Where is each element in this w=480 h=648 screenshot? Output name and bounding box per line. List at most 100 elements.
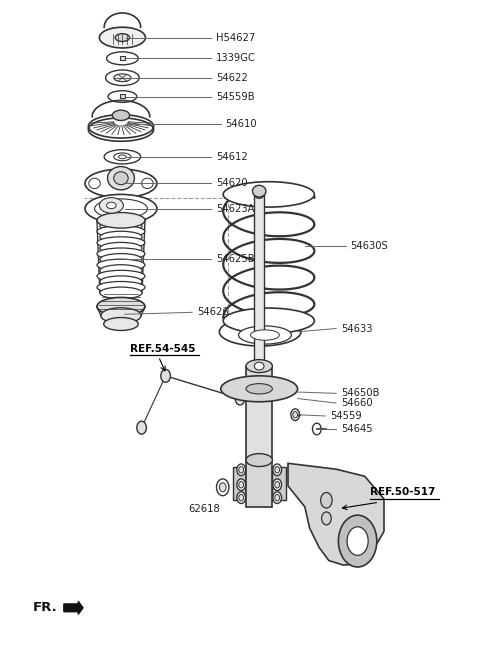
Circle shape — [338, 515, 377, 567]
Ellipse shape — [85, 194, 157, 223]
Text: 54633: 54633 — [341, 323, 372, 334]
Ellipse shape — [114, 172, 128, 185]
Ellipse shape — [101, 308, 141, 323]
Text: 54650B: 54650B — [341, 388, 379, 399]
Ellipse shape — [97, 259, 145, 271]
Text: 54645: 54645 — [341, 424, 372, 434]
Text: 54612: 54612 — [216, 152, 248, 162]
Ellipse shape — [252, 185, 266, 197]
Text: 62618: 62618 — [188, 504, 220, 514]
Circle shape — [275, 467, 279, 473]
Circle shape — [322, 512, 331, 525]
Polygon shape — [272, 467, 286, 500]
Ellipse shape — [119, 155, 126, 159]
Circle shape — [347, 527, 368, 555]
Ellipse shape — [104, 150, 141, 164]
Ellipse shape — [221, 376, 298, 402]
Ellipse shape — [223, 308, 314, 334]
Text: REF.54-545: REF.54-545 — [130, 343, 195, 354]
Ellipse shape — [95, 199, 147, 218]
Ellipse shape — [97, 226, 145, 237]
Ellipse shape — [108, 167, 134, 190]
Circle shape — [235, 392, 245, 405]
Ellipse shape — [246, 384, 273, 394]
Circle shape — [237, 492, 246, 503]
FancyArrow shape — [64, 601, 83, 614]
Text: 54626: 54626 — [197, 307, 228, 318]
Text: 54625B: 54625B — [216, 254, 254, 264]
Text: 54559: 54559 — [330, 411, 362, 421]
Circle shape — [137, 421, 146, 434]
Ellipse shape — [223, 181, 314, 207]
Ellipse shape — [100, 265, 142, 277]
FancyBboxPatch shape — [120, 56, 125, 60]
Text: 1339GC: 1339GC — [216, 53, 256, 64]
Text: 54630S: 54630S — [350, 241, 388, 251]
FancyBboxPatch shape — [120, 94, 125, 98]
Ellipse shape — [246, 360, 273, 373]
Circle shape — [291, 409, 300, 421]
Ellipse shape — [100, 253, 142, 265]
Circle shape — [312, 423, 321, 435]
Ellipse shape — [88, 115, 154, 138]
Polygon shape — [233, 467, 246, 500]
Ellipse shape — [100, 220, 142, 232]
Ellipse shape — [100, 276, 142, 288]
Ellipse shape — [104, 318, 138, 330]
Text: FR.: FR. — [33, 601, 58, 614]
Text: 54622: 54622 — [216, 73, 248, 83]
Circle shape — [275, 481, 279, 488]
Ellipse shape — [89, 178, 100, 189]
Bar — [254, 194, 264, 366]
Text: 54610: 54610 — [226, 119, 257, 130]
Circle shape — [273, 492, 281, 503]
Ellipse shape — [254, 191, 264, 198]
Ellipse shape — [108, 91, 137, 102]
Ellipse shape — [142, 178, 153, 189]
Circle shape — [239, 481, 244, 488]
Ellipse shape — [239, 326, 291, 344]
Ellipse shape — [97, 281, 145, 293]
Ellipse shape — [114, 74, 131, 82]
Ellipse shape — [100, 287, 142, 299]
Ellipse shape — [219, 318, 301, 346]
Text: 54660: 54660 — [341, 398, 372, 408]
Ellipse shape — [97, 237, 145, 248]
Circle shape — [275, 494, 279, 501]
Ellipse shape — [85, 169, 157, 198]
Ellipse shape — [100, 242, 142, 254]
Ellipse shape — [246, 454, 273, 467]
Bar — [246, 366, 273, 460]
Ellipse shape — [251, 330, 279, 340]
Polygon shape — [288, 463, 384, 565]
Ellipse shape — [97, 270, 145, 282]
Ellipse shape — [107, 202, 116, 209]
Circle shape — [239, 494, 244, 501]
Circle shape — [216, 479, 229, 496]
Text: 54559B: 54559B — [216, 91, 254, 102]
Ellipse shape — [99, 198, 123, 213]
Ellipse shape — [115, 34, 130, 41]
Ellipse shape — [107, 52, 138, 65]
Ellipse shape — [114, 153, 131, 161]
Ellipse shape — [99, 27, 145, 48]
Ellipse shape — [112, 110, 130, 121]
Circle shape — [161, 369, 170, 382]
Ellipse shape — [97, 248, 145, 260]
Circle shape — [273, 464, 281, 476]
Ellipse shape — [100, 231, 142, 243]
Text: H54627: H54627 — [216, 32, 255, 43]
Circle shape — [237, 479, 246, 491]
Ellipse shape — [254, 362, 264, 370]
Text: 54623A: 54623A — [216, 203, 254, 214]
Bar — [246, 460, 273, 507]
Ellipse shape — [106, 70, 139, 86]
Ellipse shape — [97, 214, 145, 226]
Text: 54620: 54620 — [216, 178, 248, 189]
Circle shape — [293, 411, 298, 418]
Circle shape — [239, 467, 244, 473]
Circle shape — [219, 483, 226, 492]
Circle shape — [321, 492, 332, 508]
Circle shape — [237, 464, 246, 476]
Ellipse shape — [97, 297, 145, 316]
